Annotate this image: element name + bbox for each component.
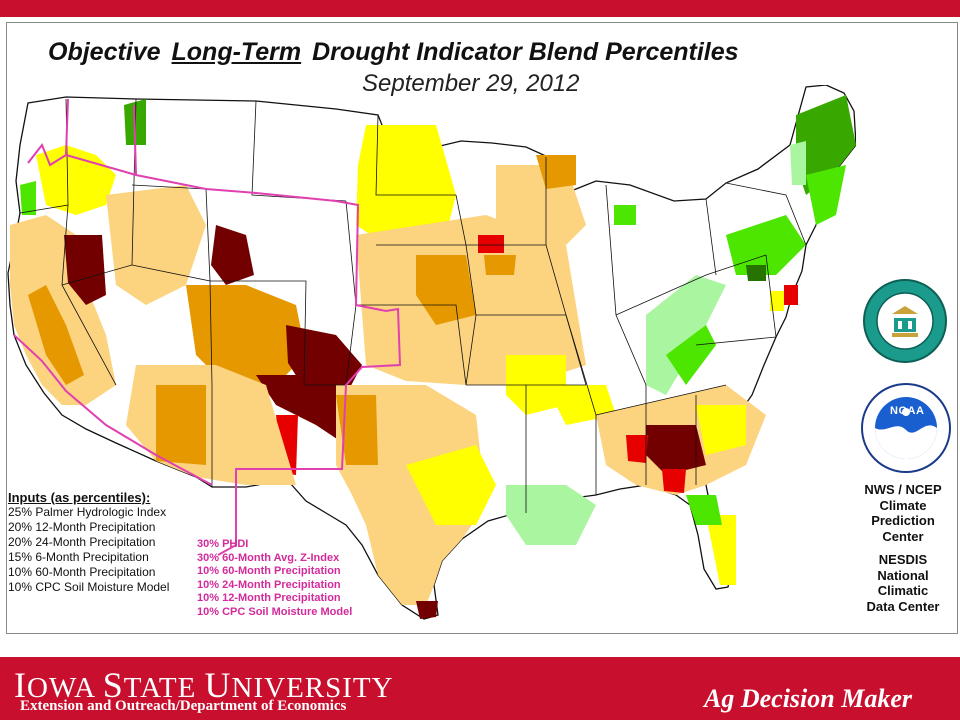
region-abnormal-maryland <box>770 291 784 311</box>
drought-map <box>7 85 856 620</box>
region-wet1-mississippi <box>506 485 596 545</box>
region-extreme-iowa <box>478 235 504 253</box>
inputs-list: 25% Palmer Hydrologic Index 20% 12-Month… <box>8 505 200 595</box>
input-item: 15% 6-Month Precipitation <box>8 550 149 564</box>
agency-line: Center <box>882 528 924 544</box>
region-extreme-georgia-south <box>662 469 686 493</box>
region-wet2-washington-coast <box>20 181 36 215</box>
agency-line: Climate <box>879 497 927 513</box>
input-item: 10% CPC Soil Moisture Model <box>8 580 170 594</box>
footer-bar <box>0 657 960 720</box>
west-input-item: 10% CPC Soil Moisture Model <box>197 605 353 618</box>
input-item: 25% Palmer Hydrologic Index <box>8 505 167 519</box>
map-title: Objective Long-Term Drought Indicator Bl… <box>48 38 739 67</box>
agency-credits: NWS / NCEP Climate Prediction Center NES… <box>853 482 953 614</box>
region-exceptional-south-texas <box>416 601 438 619</box>
inputs-title: Inputs (as percentiles): <box>8 490 151 505</box>
agency-line: Climatic <box>877 583 929 598</box>
region-severe-arizona <box>156 385 206 465</box>
region-wet1-vermont <box>790 141 806 185</box>
west-input-item: 10% 12-Month Precipitation <box>197 592 341 605</box>
top-bar <box>0 0 960 17</box>
region-exceptional-nevada <box>64 235 106 305</box>
region-abnormal-texas <box>406 445 496 525</box>
region-wet4-pennsylvania <box>746 265 766 281</box>
region-wet2-pennsylvania <box>726 215 806 275</box>
west-method-boundary <box>13 98 402 556</box>
region-severe-utah-colorado <box>186 285 306 385</box>
map-date: September 29, 2012 <box>362 70 580 97</box>
drought-regions <box>10 95 856 619</box>
west-inputs-legend: 30% PHDI 30% 60-Month Avg. Z-Index 10% 6… <box>197 538 352 620</box>
region-exceptional-wyoming <box>211 225 254 285</box>
title-part-1: Objective <box>48 38 161 66</box>
region-severe-central-valley <box>28 285 84 385</box>
west-input-item: 30% PHDI <box>197 538 249 550</box>
west-input-item: 30% 60-Month Avg. Z-Index <box>197 551 340 564</box>
agency-line: NESDIS <box>878 552 928 567</box>
extension-text: Extension and Outreach/Department of Eco… <box>20 698 347 714</box>
region-exceptional-new-mexico <box>256 375 346 445</box>
region-severe-kansas <box>416 255 476 325</box>
region-wet1-michigan <box>614 205 636 225</box>
region-wet2-florida <box>686 495 722 525</box>
agency-line: NWS / NCEP <box>864 482 942 497</box>
input-item: 20% 24-Month Precipitation <box>8 535 156 549</box>
title-part-3: Drought Indicator Blend Percentiles <box>312 38 739 66</box>
region-abnormal-dakotas <box>356 125 456 245</box>
state-lines <box>19 98 807 513</box>
university-wordmark: IOWA STATE UNIVERSITY <box>14 665 394 705</box>
agency-line: Data Center <box>866 598 940 614</box>
input-item: 10% 60-Month Precipitation <box>8 565 156 579</box>
region-abnormal-carolinas <box>696 405 746 455</box>
region-severe-iowa <box>484 255 516 275</box>
agency-spacer <box>853 544 953 552</box>
region-wet1-appalachia <box>646 275 726 395</box>
agency-line: Prediction <box>871 513 935 528</box>
region-abnormal-nw <box>36 145 116 215</box>
noaa-logo <box>861 383 951 473</box>
region-wet2-new-england <box>806 165 846 225</box>
region-abnormal-florida <box>706 515 736 585</box>
title-long-term: Long-Term <box>171 38 302 66</box>
region-exceptional-georgia <box>646 425 706 475</box>
commerce-seal <box>863 279 947 363</box>
region-extreme-delmarva <box>784 285 798 305</box>
region-moderate-california <box>10 215 116 405</box>
inputs-legend: Inputs (as percentiles): 25% Palmer Hydr… <box>8 490 200 595</box>
agency-line: National <box>877 567 929 583</box>
region-wet2-appalachia <box>666 325 716 385</box>
noaa-logo-text: NOAA <box>890 405 925 417</box>
west-input-item: 10% 60-Month Precipitation <box>197 565 341 578</box>
west-input-item: 10% 24-Month Precipitation <box>197 578 341 591</box>
brand-text: Ag Decision Maker <box>704 684 912 713</box>
region-extreme-alabama <box>626 435 648 463</box>
region-severe-east-nm <box>336 395 378 465</box>
input-item: 20% 12-Month Precipitation <box>8 520 156 534</box>
region-wet3-new-england <box>796 95 856 195</box>
